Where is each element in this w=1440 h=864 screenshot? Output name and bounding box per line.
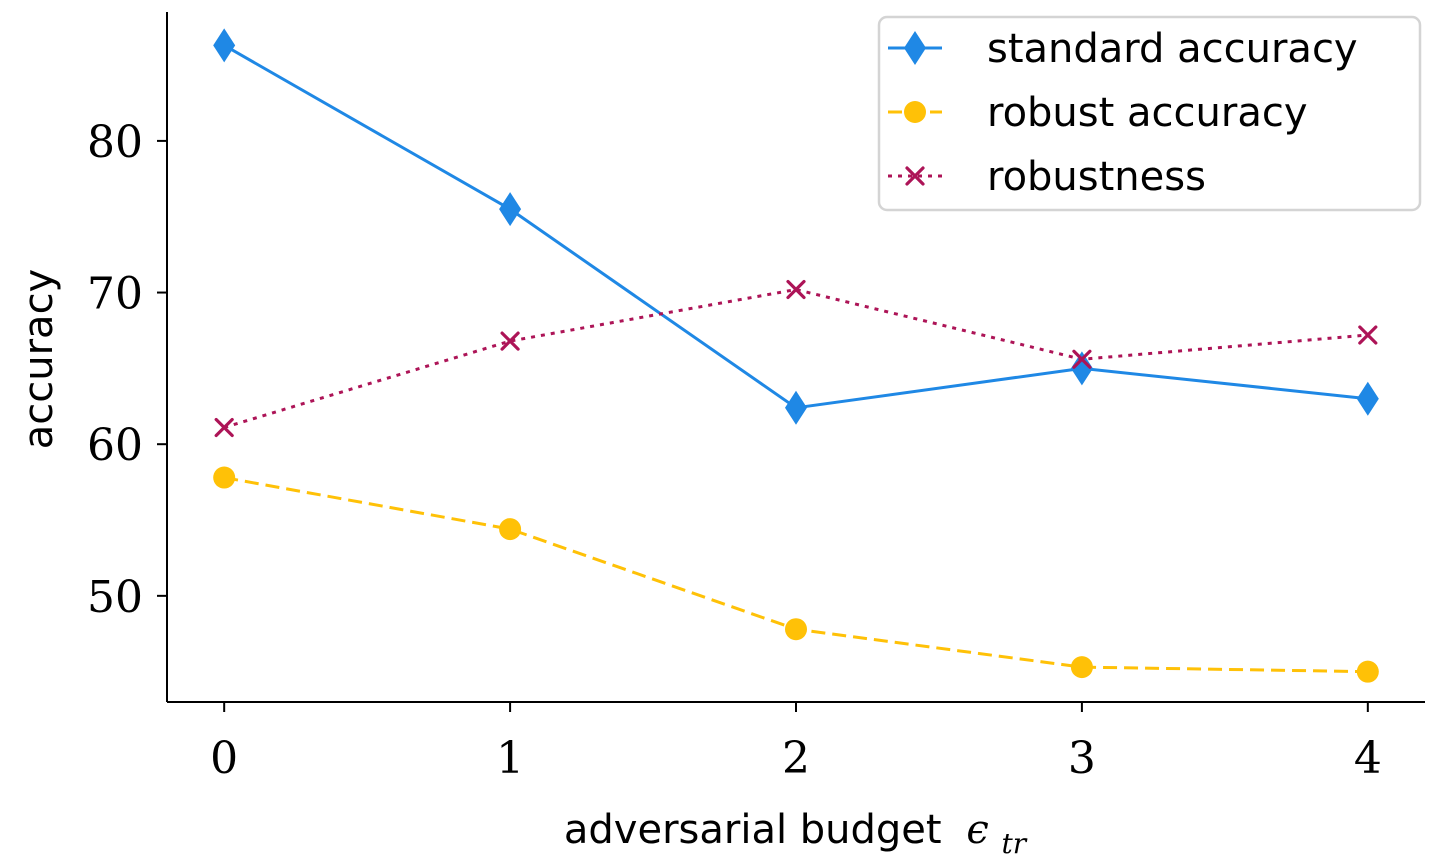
x-tick-label: 2	[782, 733, 810, 784]
data-point	[499, 518, 522, 541]
data-point	[1070, 351, 1093, 386]
legend: standard accuracy robust accuracy robustne…	[877, 15, 1422, 212]
data-point	[1070, 656, 1093, 679]
x-tick-label: 3	[1068, 733, 1096, 784]
x-marker-stroke	[905, 166, 925, 186]
x-marker-stroke	[214, 417, 234, 438]
x-tick-label: 0	[210, 733, 238, 784]
x-marker-stroke	[1072, 349, 1092, 369]
legend-marker	[904, 101, 926, 123]
legend-entry: robustness	[888, 154, 1206, 200]
data-point	[1358, 325, 1378, 345]
data-point	[1356, 381, 1379, 416]
x-axis-title-symbol: ϵ	[966, 807, 988, 853]
x-marker-stroke	[500, 331, 520, 351]
data-point	[499, 192, 522, 227]
legend-marker	[905, 166, 925, 186]
x-tick-label: 1	[496, 733, 524, 784]
data-point	[1356, 660, 1379, 683]
legend-label: robustness	[987, 154, 1206, 200]
x-marker-stroke	[786, 279, 806, 300]
x-tick-label: 4	[1354, 733, 1382, 784]
data-point	[785, 390, 807, 425]
data-point	[213, 28, 236, 63]
series-line	[223, 476, 1368, 674]
x-axis-title-text: adversarial budget	[564, 807, 942, 853]
legend-label: standard accuracy	[987, 26, 1358, 72]
data-point	[1072, 349, 1092, 369]
x-axis-title-subscript: tr	[1001, 827, 1027, 860]
data-point	[213, 466, 236, 489]
axes: 0 1 2 3 4 50 60 70 80	[87, 12, 1425, 784]
legend-box	[877, 15, 1422, 212]
y-tick-label: 80	[87, 117, 143, 168]
axis-labels: accuracy adversarial budget ϵ tr	[16, 269, 1028, 860]
y-tick-label: 70	[87, 269, 143, 320]
legend-entry: robust accuracy	[888, 90, 1308, 136]
data-point	[214, 417, 234, 438]
series-1	[213, 28, 1379, 425]
y-tick-label: 50	[87, 572, 143, 623]
y-tick-label: 60	[87, 420, 143, 471]
x-marker-stroke	[1358, 325, 1378, 345]
legend-marker	[904, 31, 926, 65]
x-axis-title: adversarial budget ϵ tr	[564, 807, 1028, 860]
legend-label: robust accuracy	[987, 90, 1308, 136]
legend-entry: standard accuracy	[888, 26, 1358, 72]
y-axis-title: accuracy	[16, 269, 62, 449]
series-3	[214, 279, 1378, 438]
data-point	[500, 331, 520, 351]
series-group	[213, 28, 1379, 683]
data-point	[785, 618, 807, 641]
data-point	[786, 279, 806, 300]
series-2	[213, 466, 1379, 683]
